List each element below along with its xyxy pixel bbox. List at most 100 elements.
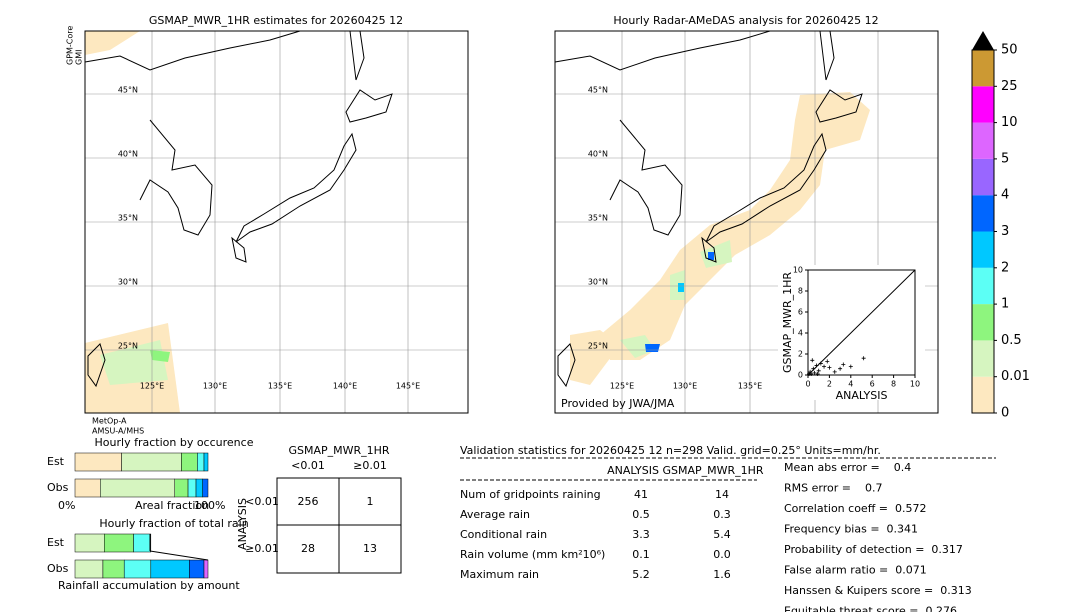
y-tick-label: 10 [793, 266, 803, 275]
point [825, 359, 830, 364]
bar-segment [203, 559, 209, 579]
bar-segment [74, 478, 101, 498]
stat-label: Conditional rain [460, 528, 547, 541]
point [827, 365, 832, 370]
lon-label: 135°E [738, 382, 762, 391]
colorbar-label: 3 [1001, 224, 1009, 239]
row-label: Est [47, 455, 65, 468]
score: Hanssen & Kuipers score = 0.313 [784, 584, 972, 597]
axis-label: 0% [58, 499, 75, 512]
coastline [557, 343, 576, 388]
stat-label: Average rain [460, 508, 530, 521]
coastline [139, 119, 213, 236]
bar-segment [104, 533, 134, 553]
colorbar-band [972, 122, 994, 159]
bar-segment [187, 478, 197, 498]
lon-label: 135°E [268, 382, 292, 391]
score: RMS error = 0.7 [784, 482, 882, 495]
lat-label: 35°N [118, 214, 138, 223]
stat-value: 0.5 [632, 508, 650, 521]
bar-segment [189, 559, 205, 579]
colorbar-band [972, 195, 994, 232]
lat-label: 45°N [588, 86, 608, 95]
row-label: ≥0.01 [245, 542, 279, 555]
coastline [345, 89, 393, 123]
lat-label: 30°N [588, 278, 608, 287]
coastline [554, 30, 771, 71]
point [822, 364, 827, 369]
y-tick-label: 4 [798, 329, 803, 338]
bar-segment [74, 559, 104, 579]
rain-area [85, 31, 140, 55]
row-label: Obs [47, 481, 69, 494]
stat-label: Rain volume (mm km²10⁶) [460, 548, 605, 561]
bar-segment [74, 533, 105, 553]
point [815, 371, 820, 376]
y-tick-label: 8 [798, 287, 803, 296]
score: False alarm ratio = 0.071 [784, 564, 927, 577]
stat-value: 41 [634, 488, 648, 501]
connector [149, 550, 209, 561]
lat-label: 40°N [588, 150, 608, 159]
table-cell: 28 [301, 542, 315, 555]
panel-footer: Rainfall accumulation by amount [58, 579, 240, 592]
colorbar-extend [972, 31, 994, 50]
colorbar-band [972, 376, 994, 413]
rain-area [645, 344, 660, 352]
point [808, 369, 813, 374]
bar-segment [197, 452, 205, 472]
coastline [87, 343, 106, 388]
colorbar-band [972, 231, 994, 268]
point [812, 370, 817, 375]
panel-title: Hourly fraction by occurence [95, 436, 254, 449]
lat-label: 25°N [118, 342, 138, 351]
stats-title: Validation statistics for 20260425 12 n=… [460, 444, 881, 457]
coastline [231, 236, 247, 263]
colorbar-band [972, 304, 994, 341]
axis-label: 100% [194, 499, 225, 512]
colorbar-label: 0.5 [1001, 333, 1022, 348]
point [832, 369, 837, 374]
score: Frequency bias = 0.341 [784, 523, 918, 536]
sensor-label: GMI [75, 50, 84, 65]
rain-area [670, 270, 685, 300]
score: Equitable threat score = 0.276 [784, 605, 957, 613]
colorbar-label: 10 [1001, 115, 1018, 130]
coastline [705, 132, 827, 243]
sensor-label: MetOp-A [92, 417, 127, 426]
bar-segment [181, 452, 198, 472]
colorbar-band [972, 267, 994, 305]
coastline [235, 132, 357, 243]
x-tick-label: 6 [870, 380, 875, 389]
point [814, 363, 819, 368]
lat-label: 25°N [588, 342, 608, 351]
coastline [819, 30, 835, 81]
colorbar-label: 0.01 [1001, 369, 1030, 384]
colorbar-label: 0 [1001, 406, 1009, 421]
lon-label: 145°E [396, 382, 420, 391]
axis-label: Areal fraction [135, 499, 209, 512]
y-tick-label: 0 [798, 371, 803, 380]
lon-label: 140°E [333, 382, 357, 391]
coastline [84, 30, 301, 71]
panel-title: Hourly fraction of total rain [99, 517, 248, 530]
row-label: Obs [47, 562, 69, 575]
stat-value: 14 [715, 488, 729, 501]
lon-label: 125°E [140, 382, 164, 391]
colorbar-band [972, 86, 994, 123]
x-tick-label: 10 [910, 380, 920, 389]
row-title: ANALYSIS [236, 498, 249, 550]
colorbar-band [972, 50, 994, 87]
rain-area [600, 92, 870, 360]
stat-label: Num of gridpoints raining [460, 488, 601, 501]
map: 45°N 40°N 35°N 30°N 25°N 125°E 130°E 135°E Hourl… [554, 14, 939, 414]
coastline [349, 30, 365, 81]
stat-value: 5.4 [713, 528, 731, 541]
column-label: <0.01 [291, 459, 325, 472]
row-label: Est [47, 536, 65, 549]
colorbar-band [972, 158, 994, 196]
bar-segment [121, 452, 182, 472]
colorbar-label: 4 [1001, 188, 1009, 203]
stat-label: Maximum rain [460, 568, 539, 581]
